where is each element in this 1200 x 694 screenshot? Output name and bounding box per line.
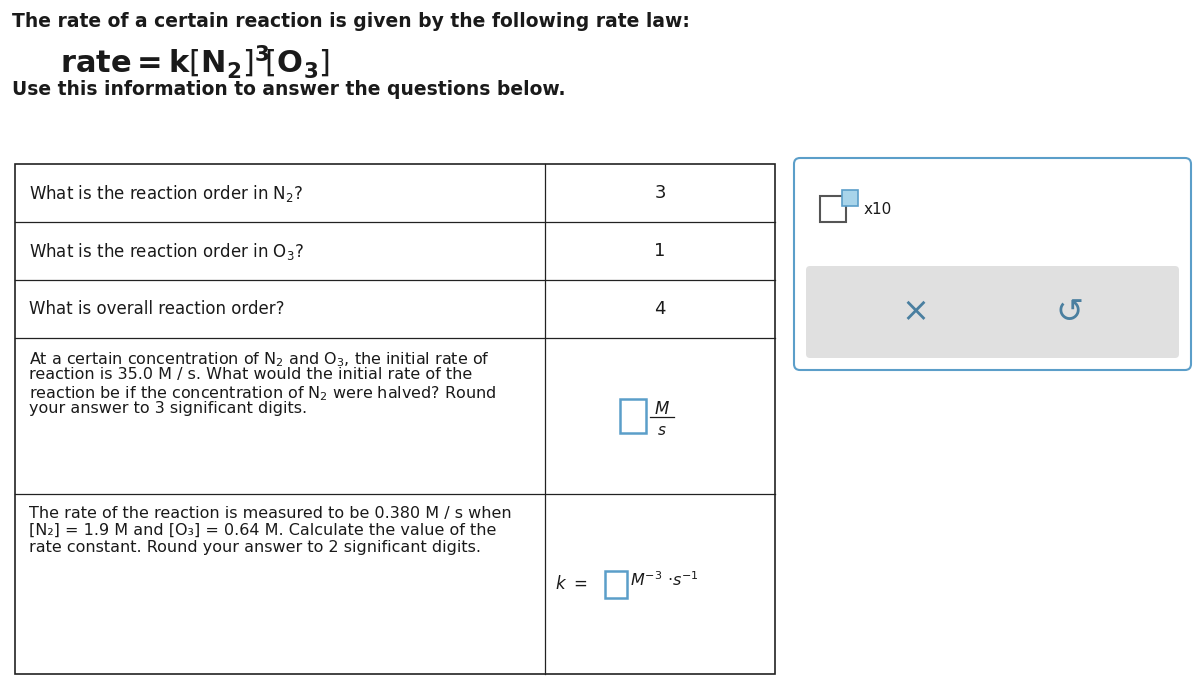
Text: reaction be if the concentration of N$_2$ were halved? Round: reaction be if the concentration of N$_2… <box>29 384 497 403</box>
Text: reaction is 35.0 ​M / s. What would the initial rate of the: reaction is 35.0 ​M / s. What would the … <box>29 367 473 382</box>
Text: The rate of the reaction is measured to be 0.380 ​M / s when: The rate of the reaction is measured to … <box>29 506 511 521</box>
Text: rate constant. Round your answer to ​2 significant digits.: rate constant. Round your answer to ​2 s… <box>29 540 481 555</box>
Text: What is the reaction order in N$_2$?: What is the reaction order in N$_2$? <box>29 183 304 203</box>
Text: ×: × <box>901 296 930 328</box>
Text: $s$: $s$ <box>658 423 667 437</box>
FancyBboxPatch shape <box>794 158 1190 370</box>
Text: $\cdot s^{-1}$: $\cdot s^{-1}$ <box>667 570 698 589</box>
Text: x10: x10 <box>864 201 893 217</box>
Text: 1: 1 <box>654 242 666 260</box>
Text: 4: 4 <box>654 300 666 318</box>
Text: your answer to ​3 significant digits.: your answer to ​3 significant digits. <box>29 401 307 416</box>
Bar <box>605 571 628 598</box>
Bar <box>820 196 846 222</box>
Text: What is overall reaction order?: What is overall reaction order? <box>29 300 284 318</box>
Text: The rate of a certain reaction is given by the following rate law:: The rate of a certain reaction is given … <box>12 12 690 31</box>
Text: $M$: $M$ <box>654 400 670 418</box>
Text: Use this information to answer the questions below.: Use this information to answer the quest… <box>12 80 565 99</box>
Text: What is the reaction order in O$_3$?: What is the reaction order in O$_3$? <box>29 241 304 262</box>
Text: $\mathbf{rate = k\left[N_2\right]^3\!\left[O_3\right]}$: $\mathbf{rate = k\left[N_2\right]^3\!\le… <box>60 43 330 81</box>
Bar <box>14 164 775 674</box>
Text: $M^{-3}$: $M^{-3}$ <box>630 570 662 589</box>
Text: 3: 3 <box>654 184 666 202</box>
Text: $k\ =\ $: $k\ =\ $ <box>554 575 587 593</box>
FancyBboxPatch shape <box>806 266 1178 358</box>
Bar <box>620 399 646 433</box>
Text: At a certain concentration of N$_2$ and O$_3$, the initial rate of: At a certain concentration of N$_2$ and … <box>29 350 490 369</box>
Text: [N₂] = 1.9 ​M and [O₃] = 0.64 ​M. Calculate the value of the: [N₂] = 1.9 ​M and [O₃] = 0.64 ​M. Calcul… <box>29 523 497 538</box>
Text: ↺: ↺ <box>1056 296 1084 328</box>
Bar <box>842 190 858 206</box>
